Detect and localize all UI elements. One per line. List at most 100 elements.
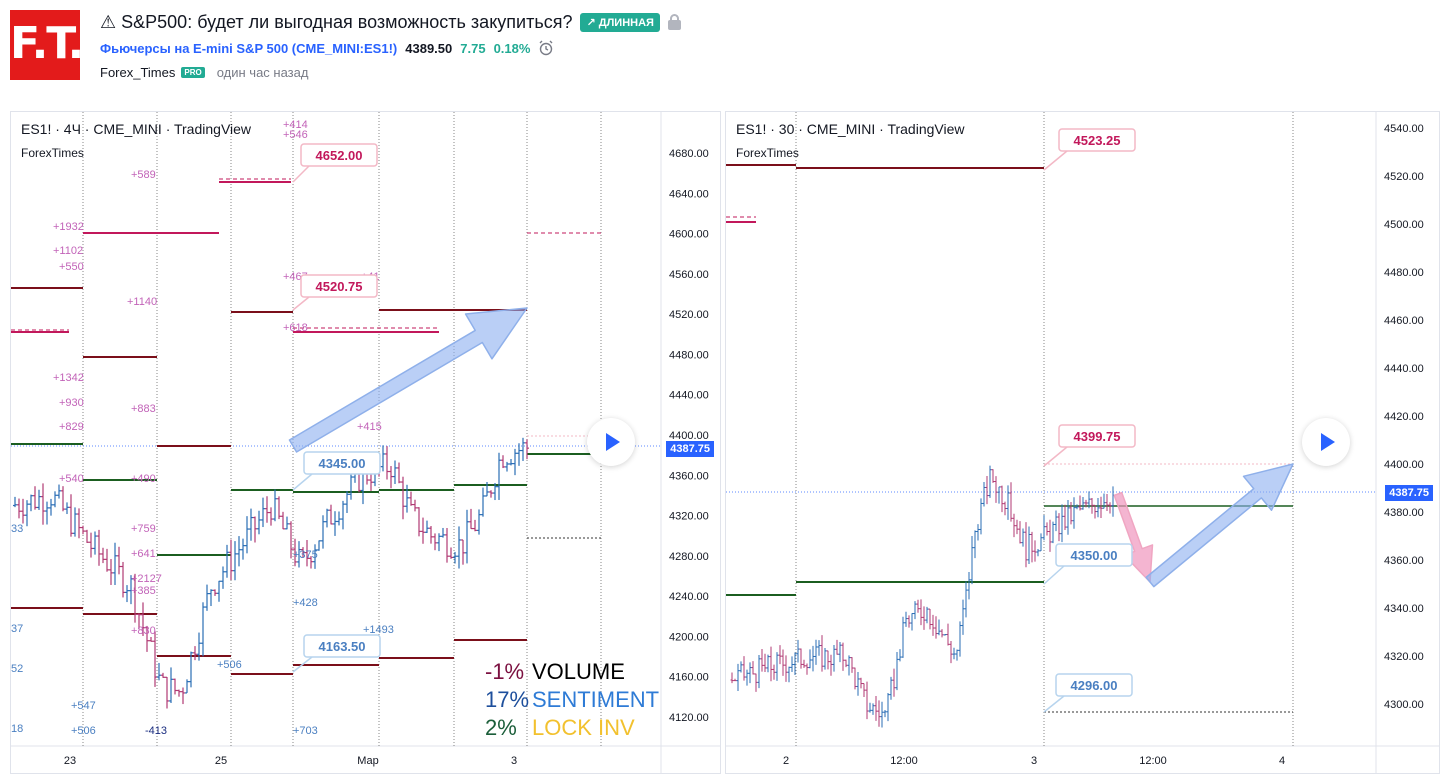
volume-label-pink: +540 — [59, 473, 84, 485]
chart-4h-canvas[interactable]: 4680.00 4640.00 4600.00 4560.00 4520.00 4480.… — [11, 112, 720, 773]
chart-title: ES1! · 30 · CME_MINI · TradingView — [736, 121, 965, 137]
time-tick-label: 12:00 — [890, 755, 918, 767]
volume-label-pink: +546 — [283, 129, 308, 141]
price-tick-label: 4340.00 — [1384, 603, 1424, 615]
author-row: Forex_Times PRO один час назад — [100, 63, 308, 81]
callout-4345-pointer — [292, 473, 313, 491]
price-tick-label: 4640.00 — [669, 188, 709, 200]
brand-logo[interactable]: F.T. — [10, 10, 84, 80]
price-tick-label: 4320.00 — [1384, 651, 1424, 663]
volume-label-blue: +547 — [71, 700, 96, 712]
price-tick-label: 4560.00 — [669, 269, 709, 281]
legend-sentiment: 17% SENTIMENT — [485, 686, 659, 714]
volume-label-pink: +589 — [131, 169, 156, 181]
alarm-clock-icon[interactable] — [538, 40, 554, 56]
play-button[interactable] — [587, 418, 635, 466]
price-tick-label: 4280.00 — [669, 551, 709, 563]
volume-label-pink: +930 — [59, 397, 84, 409]
callout-4520-box — [300, 274, 378, 298]
chart-watermark: ForexTimes — [736, 146, 799, 160]
callout-4520-text: 4520.75 — [316, 279, 363, 294]
legend-lock-inv: 2% LOCK INV — [485, 714, 659, 742]
price-tick-label: 4420.00 — [1384, 411, 1424, 423]
volume-label-pink: +641 — [131, 548, 156, 560]
chart-30m[interactable]: 4540.00 4520.00 4500.00 4480.00 4460.00 4440.… — [725, 111, 1440, 774]
price-tick-label: 4480.00 — [1384, 267, 1424, 279]
legend-lock-inv-label: LOCK INV — [532, 715, 635, 740]
projection-arrow-down — [1113, 491, 1154, 583]
price-tick-label: 4440.00 — [669, 390, 709, 402]
time-tick-label: 4 — [1279, 755, 1285, 767]
legend-volume-label: VOLUME — [532, 659, 625, 684]
author-link[interactable]: Forex_Times — [100, 64, 176, 80]
callout-4296-pointer — [1043, 695, 1065, 713]
symbol-row: Фьючерсы на E-mini S&P 500 (CME_MINI:ES1… — [100, 39, 554, 57]
pro-badge: PRO — [181, 66, 205, 78]
volume-label-blue: -413 — [145, 725, 167, 737]
chart-title: ES1! · 4Ч · CME_MINI · TradingView — [21, 121, 252, 137]
price-tick-label: 4480.00 — [669, 349, 709, 361]
chart-4h[interactable]: 4680.00 4640.00 4600.00 4560.00 4520.00 4480.… — [10, 111, 721, 774]
symbol-link[interactable]: Фьючерсы на E-mini S&P 500 (CME_MINI:ES1… — [100, 40, 398, 56]
callout-4399-pointer — [1043, 446, 1068, 467]
long-badge: ↗ ДЛИННАЯ — [580, 12, 660, 32]
callout-4163-text: 4163.50 — [319, 639, 366, 654]
volume-label-pink: +415 — [357, 421, 382, 433]
callout-4523-pointer — [1043, 150, 1068, 171]
price-tick-label: 4320.00 — [669, 511, 709, 523]
price-tick-label: 4460.00 — [1384, 315, 1424, 327]
volume-label-blue: +375 — [293, 549, 318, 561]
volume-label-pink: +759 — [131, 523, 156, 535]
callout-4296-box — [1055, 673, 1133, 697]
price-tick-label: 4520.00 — [669, 309, 709, 321]
callout-4652-text: 4652.00 — [316, 148, 363, 163]
price-tick-label: 4160.00 — [669, 672, 709, 684]
volume-label-blue: +703 — [293, 725, 318, 737]
time-tick-label: 3 — [511, 755, 517, 767]
price-tick-label: 4400.00 — [1384, 459, 1424, 471]
legend-sentiment-label: SENTIMENT — [532, 687, 660, 712]
legend-volume: -1% VOLUME — [485, 658, 659, 686]
price-tick-label: 4300.00 — [1384, 699, 1424, 711]
volume-label-blue: +428 — [293, 597, 318, 609]
time-tick-label: 23 — [64, 755, 76, 767]
callout-4652-pointer — [292, 165, 310, 183]
callout-4163-pointer — [292, 656, 313, 673]
callout-4399-box — [1058, 424, 1136, 448]
volume-label-blue: 18 — [11, 723, 23, 735]
time-tick-label: 2 — [783, 755, 789, 767]
price-tick-label: 4360.00 — [669, 470, 709, 482]
idea-title: ⚠ S&P500: будет ли выгодная возможность … — [100, 11, 573, 32]
time-tick-label: Мар — [357, 755, 379, 767]
volume-label-pink: +2127 — [131, 573, 162, 585]
symbol-price: 4389.50 — [405, 40, 453, 56]
volume-label-blue: +506 — [71, 725, 96, 737]
time-tick-label: 12:00 — [1139, 755, 1167, 767]
volume-label-pink: +385 — [131, 585, 156, 597]
idea-title-row: ⚠ S&P500: будет ли выгодная возможность … — [100, 10, 681, 34]
volume-label-pink: +1342 — [53, 372, 84, 384]
callout-4350-box — [1055, 543, 1133, 567]
volume-label-blue: +506 — [217, 659, 242, 671]
price-tick-label: 4600.00 — [669, 229, 709, 241]
play-button[interactable] — [1302, 418, 1350, 466]
volume-label-blue: 37 — [11, 623, 23, 635]
chart-watermark: ForexTimes — [21, 146, 84, 160]
projection-arrow-up — [1145, 463, 1294, 588]
volume-label-pink: +829 — [59, 421, 84, 433]
chart-30m-canvas[interactable]: 4540.00 4520.00 4500.00 4480.00 4460.00 4440.… — [726, 112, 1439, 773]
price-tick-label: 4380.00 — [1384, 507, 1424, 519]
callout-4350-text: 4350.00 — [1071, 548, 1118, 563]
legend-sentiment-pct: 17% — [485, 687, 530, 712]
volume-label-pink: +414 — [283, 119, 308, 131]
price-tick-label: 4120.00 — [669, 712, 709, 724]
volume-label-blue: +1493 — [363, 624, 394, 636]
callout-4523-text: 4523.25 — [1074, 133, 1121, 148]
volume-label-pink: +1140 — [127, 296, 157, 308]
legend-lock-inv-pct: 2% — [485, 715, 517, 740]
callout-4350-pointer — [1043, 565, 1065, 585]
callout-4345-text: 4345.00 — [319, 456, 366, 471]
volume-label-pink: +550 — [59, 261, 84, 273]
price-tick-label: 4680.00 — [669, 148, 709, 160]
price-tick-label: 4240.00 — [669, 591, 709, 603]
